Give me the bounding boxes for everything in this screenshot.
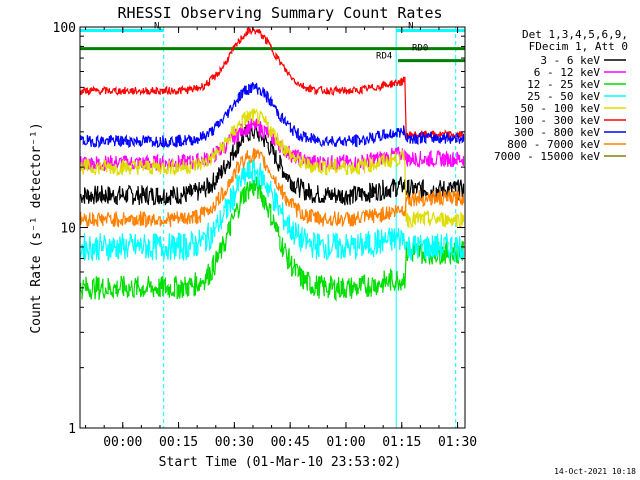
y-tick-label-1: 10 (60, 222, 76, 237)
series-lines (80, 26, 465, 302)
x-tick-label-2: 00:30 (215, 435, 254, 450)
x-tick-label-3: 00:45 (271, 435, 310, 450)
legend-label-0: 3 - 6 keV (540, 54, 600, 67)
flag-label-rd0-2: RD0 (412, 44, 428, 54)
legend-header-0: Det 1,3,4,5,6,9, (522, 28, 628, 41)
legend-label-8: 7000 - 15000 keV (494, 150, 600, 163)
chart-title: RHESSI Observing Summary Count Rates (117, 4, 442, 22)
legend: Det 1,3,4,5,6,9,FDecim 1, Att 03 - 6 keV… (494, 28, 628, 163)
legend-label-7: 800 - 7000 keV (507, 138, 600, 151)
legend-label-4: 50 - 100 keV (521, 102, 601, 115)
y-tick-label-0: 1 (68, 422, 76, 437)
series-800-7000-kev (80, 147, 465, 229)
series-100-300-kev (80, 26, 465, 140)
series-25-50-kev (80, 157, 465, 262)
series-300-800-kev (80, 82, 465, 149)
legend-label-3: 25 - 50 keV (527, 90, 600, 103)
legend-label-6: 300 - 800 keV (514, 126, 600, 139)
legend-header-1: FDecim 1, Att 0 (529, 40, 628, 53)
series-12-25-kev (80, 176, 465, 302)
x-tick-label-5: 01:15 (382, 435, 421, 450)
series-50-100-kev (80, 108, 465, 229)
series-3-6-kev (80, 122, 465, 206)
x-tick-label-1: 00:15 (159, 435, 198, 450)
footer-date: 14-Oct-2021 10:18 (554, 467, 636, 476)
legend-label-1: 6 - 12 keV (534, 66, 601, 79)
axes: 00:00 00:15 00:30 00:45 01:00 01:15 01:30 1 10 10… (53, 21, 478, 450)
x-tick-label-6: 01:30 (438, 435, 477, 450)
legend-label-2: 12 - 25 keV (527, 78, 600, 91)
legend-label-5: 100 - 300 keV (514, 114, 600, 127)
y-axis-label: Count Rate (s⁻¹ detector⁻¹) (29, 122, 44, 333)
flag-label-rd4-3: RD4 (376, 52, 392, 62)
x-axis-label: Start Time (01-Mar-10 23:53:02) (159, 455, 402, 470)
x-tick-label-4: 01:00 (326, 435, 365, 450)
x-tick-label-0: 00:00 (103, 435, 142, 450)
y-tick-label-2: 100 (53, 21, 76, 36)
